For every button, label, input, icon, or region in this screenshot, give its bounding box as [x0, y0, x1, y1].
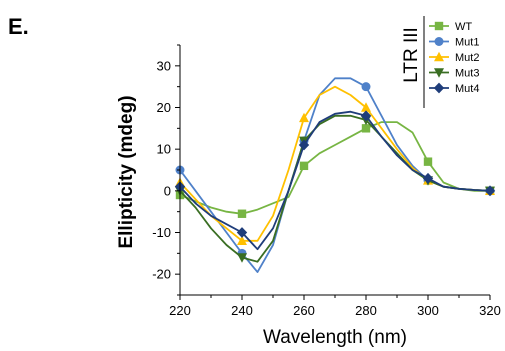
series-line-mut2 [179, 85, 491, 242]
data-point-mut1 [361, 82, 371, 92]
x-tick-label: 220 [169, 303, 191, 318]
x-tick-label: 240 [231, 303, 253, 318]
legend-marker-mut4 [433, 82, 445, 94]
data-point-mut2 [299, 112, 309, 123]
data-point-mut4 [236, 227, 248, 238]
y-tick-label: -20 [152, 267, 171, 282]
y-tick-label: 10 [157, 142, 171, 157]
data-point-mut2 [237, 235, 247, 246]
data-point-mut4 [298, 139, 310, 151]
panel-label: E. [8, 14, 29, 39]
data-point-wt [299, 161, 309, 171]
legend-marker-mut3 [434, 68, 444, 78]
data-point-wt [423, 157, 433, 166]
legend-marker-mut2 [434, 51, 444, 62]
series-line-mut1 [179, 77, 491, 274]
y-tick-label: -10 [152, 225, 171, 240]
data-point-wt [361, 124, 371, 133]
x-tick-label: 300 [417, 303, 439, 318]
data-point-mut4 [422, 172, 434, 184]
series-line-wt [179, 121, 490, 215]
y-tick-label: 20 [157, 100, 171, 115]
x-tick-label: 260 [293, 303, 315, 318]
x-tick-label: 280 [355, 303, 377, 318]
legend-label-mut1: Mut1 [455, 37, 479, 49]
y-tick-label: 0 [164, 183, 171, 198]
legend-label-mut3: Mut3 [455, 68, 479, 80]
y-axis-label: Ellipticity (mdeg) [116, 95, 137, 248]
legend-marker-wt [434, 21, 444, 31]
y-tick-label: 30 [157, 58, 171, 73]
legend-title: LTR III [401, 27, 422, 83]
data-point-wt [237, 209, 247, 218]
legend-label-mut4: Mut4 [455, 83, 479, 95]
data-point-mut3 [237, 253, 247, 263]
legend-marker-mut1 [434, 37, 444, 46]
legend-label-wt: WT [455, 21, 472, 33]
series-line-mut3 [179, 114, 491, 263]
data-point-mut2 [361, 102, 371, 112]
series-line-mut4 [179, 110, 491, 251]
legend-label-mut2: Mut2 [455, 52, 479, 64]
x-axis-label: Wavelength (nm) [263, 327, 407, 348]
data-point-mut4 [360, 110, 372, 122]
data-point-mut4 [484, 185, 496, 197]
x-tick-label: 320 [479, 303, 501, 318]
